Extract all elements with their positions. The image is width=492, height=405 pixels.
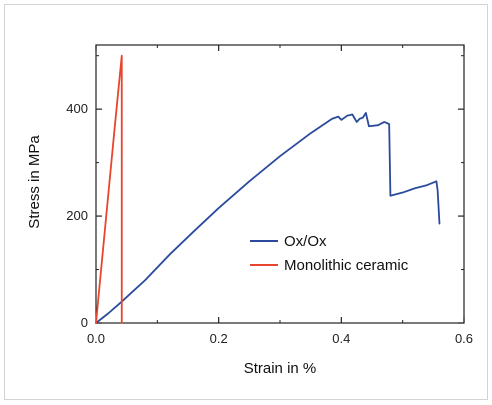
y-tick-label: 400 xyxy=(66,101,88,116)
x-tick-label: 0.4 xyxy=(332,331,350,346)
y-tick-label: 0 xyxy=(81,315,88,330)
plot-frame xyxy=(95,44,465,324)
x-tick-label: 0.0 xyxy=(87,331,105,346)
y-tick-label: 200 xyxy=(66,208,88,223)
ox-ox-series-line xyxy=(95,112,441,324)
legend-label-monolithic-ceramic: Monolithic ceramic xyxy=(284,257,409,274)
x-tick-label: 0.6 xyxy=(455,331,473,346)
legend: Ox/Ox Monolithic ceramic xyxy=(250,233,409,274)
x-tick-label: 0.2 xyxy=(210,331,228,346)
plot-area-border xyxy=(95,44,465,324)
x-axis-title: Strain in % xyxy=(244,360,317,377)
y-axis-title: Stress in MPa xyxy=(26,135,43,229)
series-lines xyxy=(95,54,441,324)
axis-ticks: 0.0 0.2 0.4 0.6 0 200 400 xyxy=(66,45,473,346)
monolithic-ceramic-series-line xyxy=(95,54,123,324)
legend-label-ox-ox: Ox/Ox xyxy=(284,233,327,250)
figure-frame xyxy=(4,4,488,400)
